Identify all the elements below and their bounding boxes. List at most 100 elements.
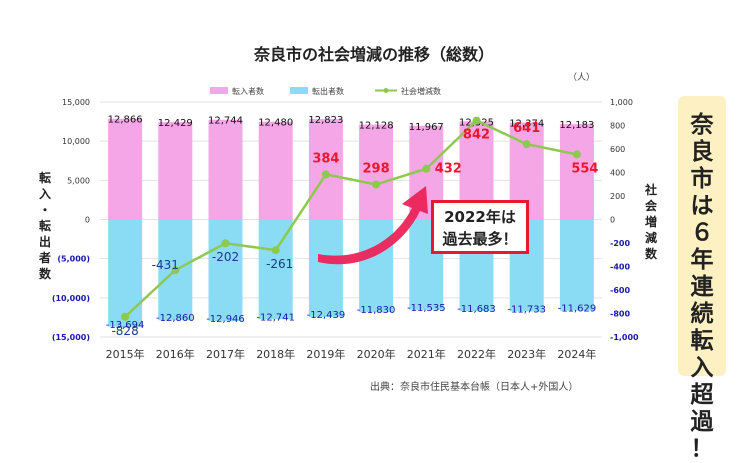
net-change-marker xyxy=(171,266,180,275)
outflow-label: -11,629 xyxy=(558,304,597,315)
outflow-label: -12,439 xyxy=(307,310,346,321)
bar-outflow xyxy=(108,219,143,327)
left-axis-title-char: 数 xyxy=(39,266,52,281)
bar-inflow xyxy=(308,119,343,220)
callout-char: 市 xyxy=(690,166,714,192)
x-tick-label: 2021年 xyxy=(407,347,446,361)
net-change-label: -431 xyxy=(152,258,179,272)
inflow-label: 12,866 xyxy=(108,115,143,126)
bar-inflow xyxy=(559,124,594,220)
callout-box xyxy=(678,96,726,376)
left-axis-title-char: 転 xyxy=(39,170,51,185)
callout-char: ！ xyxy=(690,436,714,462)
net-change-label: -828 xyxy=(111,324,138,338)
annotation-line-2: 過去最多！ xyxy=(442,230,518,248)
net-change-marker xyxy=(221,239,230,248)
inflow-label: 11,967 xyxy=(409,122,444,133)
left-tick-label: 0 xyxy=(85,216,90,225)
net-change-label: 384 xyxy=(312,151,339,166)
outflow-label: -11,535 xyxy=(407,303,446,314)
left-axis-title-char: 出 xyxy=(39,234,51,249)
inflow-label: 12,374 xyxy=(509,119,544,130)
annotation-arrow xyxy=(318,186,428,265)
chart-title: 奈良市の社会増減の推移（総数） xyxy=(253,45,494,64)
callout-char: 超 xyxy=(690,382,714,408)
callout-char: ６ xyxy=(690,220,714,246)
net-change-marker xyxy=(472,116,481,125)
outflow-label: -11,830 xyxy=(357,305,396,316)
right-tick-label: 400 xyxy=(610,169,625,178)
right-tick-label: -800 xyxy=(610,310,630,319)
left-axis-title-char: 者 xyxy=(38,250,51,265)
net-change-marker xyxy=(522,140,531,149)
legend-swatch-1 xyxy=(210,87,228,94)
net-change-label: 432 xyxy=(435,162,462,177)
chart-svg: 奈良市の社会増減の推移（総数）転入者数 転出者数 社会増減数（人）15,00010,… xyxy=(38,45,658,393)
x-tick-label: 2022年 xyxy=(457,347,496,361)
outflow-label: -11,733 xyxy=(507,304,546,315)
outflow-label: -13,694 xyxy=(106,320,145,331)
x-tick-label: 2020年 xyxy=(357,347,396,361)
net-change-marker xyxy=(372,180,381,189)
bar-inflow xyxy=(359,124,394,220)
inflow-label: 12,480 xyxy=(258,118,293,129)
net-change-marker xyxy=(271,246,280,255)
bar-inflow xyxy=(108,118,143,220)
legend-marker-3 xyxy=(383,88,389,93)
x-tick-label: 2018年 xyxy=(256,347,295,361)
right-axis-title-char: 減 xyxy=(645,230,657,245)
outflow-label: -12,741 xyxy=(256,312,295,323)
right-tick-label: 0 xyxy=(610,216,615,225)
callout-char: 過 xyxy=(690,409,714,435)
left-tick-label: 15,000 xyxy=(62,98,90,107)
bar-outflow xyxy=(359,219,394,313)
left-tick-label: 10,000 xyxy=(62,137,90,146)
net-change-line xyxy=(124,119,578,318)
callout-char: 奈 xyxy=(690,112,714,138)
callout-char: 入 xyxy=(690,355,714,381)
right-tick-label: -1,000 xyxy=(610,333,639,342)
net-change-label: -261 xyxy=(266,257,293,271)
annotation-line-1: 2022年は xyxy=(444,208,516,226)
callout-text: 奈良市は ６ 年連続転入超過！ xyxy=(686,112,718,463)
outflow-label: -11,683 xyxy=(457,304,496,315)
right-axis-title-char: 社 xyxy=(644,182,657,197)
net-change-marker xyxy=(422,164,431,173)
bar-outflow xyxy=(308,219,343,317)
callout-char: は xyxy=(690,193,714,219)
legend-label-1: 転入者数 xyxy=(232,86,264,96)
inflow-label: 12,744 xyxy=(208,116,243,127)
bar-inflow xyxy=(158,122,193,220)
inflow-label: 12,823 xyxy=(308,115,343,126)
callout-char: 良 xyxy=(690,139,714,165)
right-tick-label: -600 xyxy=(610,286,630,295)
bar-inflow xyxy=(208,119,243,220)
net-change-label: 641 xyxy=(513,121,540,136)
left-tick-label: (5,000) xyxy=(57,255,90,264)
left-axis-title-char: ・ xyxy=(39,203,51,217)
right-axis-title-char: 会 xyxy=(645,198,658,213)
net-change-marker xyxy=(572,150,581,159)
left-tick-label: 5,000 xyxy=(67,176,90,185)
left-axis-title-char: 転 xyxy=(39,218,51,233)
bar-outflow xyxy=(258,219,293,320)
bar-outflow xyxy=(208,219,243,321)
net-change-label: 554 xyxy=(571,161,598,176)
right-tick-label: 800 xyxy=(610,122,625,131)
right-axis-title-char: 増 xyxy=(645,214,657,229)
callout-char: 連 xyxy=(690,274,714,300)
outflow-label: -12,860 xyxy=(156,313,195,324)
outflow-label: -12,946 xyxy=(206,314,245,325)
net-change-marker xyxy=(321,170,330,179)
net-change-label: 842 xyxy=(463,128,490,143)
callout-char: 転 xyxy=(690,328,714,354)
x-tick-label: 2019年 xyxy=(306,347,345,361)
right-tick-label: 200 xyxy=(610,192,625,201)
bar-inflow xyxy=(258,121,293,220)
source-note: 出典：奈良市住民基本台帳（日本人+外国人） xyxy=(370,380,578,393)
right-tick-label: -200 xyxy=(610,239,630,248)
legend-label-3: 社会増減数 xyxy=(401,86,441,96)
right-tick-label: 1,000 xyxy=(610,98,633,107)
right-tick-label: 600 xyxy=(610,145,625,154)
x-tick-label: 2024年 xyxy=(557,347,596,361)
